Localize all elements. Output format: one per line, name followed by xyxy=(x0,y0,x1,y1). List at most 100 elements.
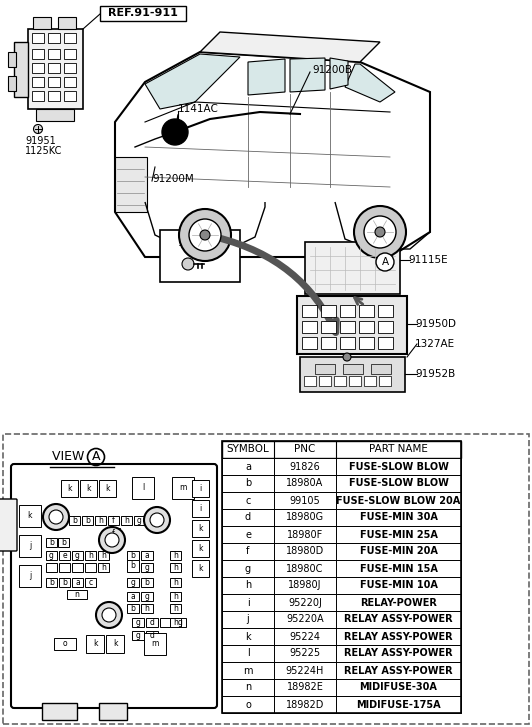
Circle shape xyxy=(102,608,116,622)
Text: h: h xyxy=(245,580,251,590)
Bar xyxy=(141,592,153,601)
Bar xyxy=(100,6,186,21)
Bar xyxy=(141,563,153,572)
Bar xyxy=(170,551,181,560)
Text: k: k xyxy=(105,484,110,493)
Text: g: g xyxy=(136,618,140,627)
Bar xyxy=(321,337,336,349)
Bar xyxy=(349,376,361,386)
Polygon shape xyxy=(290,58,325,92)
Bar xyxy=(46,563,57,572)
Circle shape xyxy=(364,216,396,248)
Bar xyxy=(8,52,16,67)
Bar xyxy=(61,480,78,497)
Text: FUSE-MIN 10A: FUSE-MIN 10A xyxy=(360,580,437,590)
Bar xyxy=(192,560,209,577)
Text: m: m xyxy=(243,665,253,675)
Bar xyxy=(304,376,316,386)
Text: A: A xyxy=(92,451,100,464)
Text: d: d xyxy=(149,618,154,627)
Bar xyxy=(300,357,405,392)
Bar xyxy=(32,63,44,73)
Text: b: b xyxy=(62,578,67,587)
Bar xyxy=(222,611,461,628)
Circle shape xyxy=(49,510,63,524)
Text: 18980F: 18980F xyxy=(287,529,323,539)
Text: g: g xyxy=(145,563,149,572)
Text: 18980J: 18980J xyxy=(288,580,322,590)
Text: 18980G: 18980G xyxy=(286,513,324,523)
Bar xyxy=(146,618,158,627)
Bar xyxy=(121,516,132,525)
Text: i: i xyxy=(247,598,250,608)
Text: h: h xyxy=(173,578,178,587)
Bar xyxy=(48,63,60,73)
Text: c: c xyxy=(88,578,93,587)
Bar xyxy=(379,376,391,386)
Circle shape xyxy=(343,353,351,361)
Text: h: h xyxy=(124,516,129,525)
Text: b: b xyxy=(130,551,136,560)
Circle shape xyxy=(43,504,69,530)
Text: FUSE-MIN 25A: FUSE-MIN 25A xyxy=(360,529,437,539)
Text: 18980D: 18980D xyxy=(286,547,324,556)
Bar xyxy=(85,563,96,572)
Text: h: h xyxy=(173,618,178,627)
Text: FUSE-MIN 30A: FUSE-MIN 30A xyxy=(360,513,437,523)
Bar xyxy=(98,551,109,560)
Bar xyxy=(42,703,77,720)
Circle shape xyxy=(376,253,394,271)
Text: h: h xyxy=(145,604,149,613)
Text: a: a xyxy=(131,592,135,601)
Bar xyxy=(127,604,139,613)
Text: 1327AE: 1327AE xyxy=(415,339,455,349)
Text: REF.91-911: REF.91-911 xyxy=(108,9,178,18)
Bar xyxy=(67,590,87,599)
Bar xyxy=(222,594,461,611)
Text: b: b xyxy=(130,561,136,571)
Circle shape xyxy=(179,209,231,261)
Text: e: e xyxy=(62,551,67,560)
Bar xyxy=(127,578,139,587)
Text: 91952B: 91952B xyxy=(415,369,455,379)
Bar xyxy=(170,563,181,572)
Text: SYMBOL: SYMBOL xyxy=(227,444,269,454)
Bar xyxy=(108,516,119,525)
FancyBboxPatch shape xyxy=(0,499,17,551)
Bar xyxy=(302,337,317,349)
Text: k: k xyxy=(28,512,32,521)
Bar xyxy=(99,480,116,497)
Bar xyxy=(134,516,145,525)
Bar xyxy=(14,42,28,97)
Bar xyxy=(141,604,153,613)
Text: b: b xyxy=(61,538,66,547)
Polygon shape xyxy=(200,32,380,62)
Text: a: a xyxy=(75,578,80,587)
Text: g: g xyxy=(136,631,140,640)
Text: g: g xyxy=(75,551,80,560)
Bar xyxy=(321,321,336,333)
Text: RELAY ASSY-POWER: RELAY ASSY-POWER xyxy=(344,665,453,675)
Bar xyxy=(59,551,70,560)
Bar xyxy=(319,376,331,386)
Text: i: i xyxy=(200,484,202,493)
Text: MIDIFUSE-175A: MIDIFUSE-175A xyxy=(356,699,441,710)
Bar xyxy=(305,242,400,294)
Text: 91200M: 91200M xyxy=(152,174,194,184)
Text: 1125DB: 1125DB xyxy=(178,238,222,248)
Bar xyxy=(106,635,124,653)
Bar xyxy=(48,33,60,43)
Bar xyxy=(132,477,154,499)
Circle shape xyxy=(144,507,170,533)
Bar xyxy=(302,321,317,333)
Polygon shape xyxy=(345,64,395,102)
Circle shape xyxy=(99,527,125,553)
Bar xyxy=(19,565,41,587)
Text: o: o xyxy=(63,640,68,648)
Bar xyxy=(36,109,74,121)
Polygon shape xyxy=(248,59,285,95)
Bar xyxy=(170,618,181,627)
Bar xyxy=(222,526,461,543)
Text: PART NAME: PART NAME xyxy=(369,444,428,454)
Bar xyxy=(340,305,355,317)
